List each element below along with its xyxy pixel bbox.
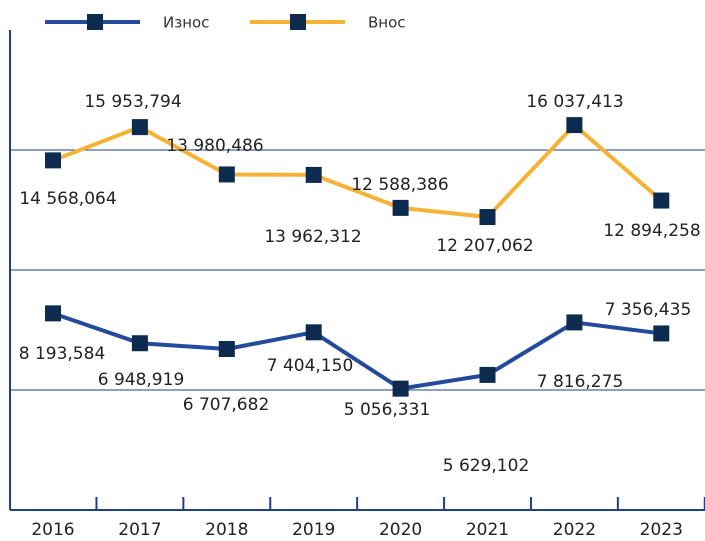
legend-label: Износ bbox=[163, 14, 209, 32]
marker bbox=[653, 325, 670, 342]
marker bbox=[479, 366, 496, 383]
marker bbox=[45, 152, 61, 169]
marker bbox=[653, 192, 670, 209]
series-line bbox=[52, 311, 662, 391]
x-tick-label: 2019 bbox=[292, 520, 335, 540]
marker bbox=[566, 117, 583, 134]
marker bbox=[131, 335, 148, 352]
marker bbox=[566, 314, 583, 331]
series-line bbox=[52, 122, 663, 220]
legend-marker bbox=[87, 14, 103, 30]
data-label: 6 707,682 bbox=[183, 395, 270, 415]
data-label: 8 193,584 bbox=[19, 344, 106, 364]
legend-marker bbox=[290, 14, 306, 30]
x-tick-label: 2016 bbox=[31, 520, 74, 540]
x-tick-label: 2020 bbox=[379, 520, 422, 540]
marker bbox=[305, 166, 322, 183]
legend-label: Внос bbox=[368, 14, 406, 32]
x-tick-label: 2021 bbox=[466, 520, 509, 540]
data-label: 14 568,064 bbox=[19, 189, 116, 209]
data-label: 7 404,150 bbox=[267, 356, 354, 376]
data-label: 13 962,312 bbox=[264, 227, 361, 247]
marker bbox=[218, 166, 235, 183]
data-label: 15 953,794 bbox=[84, 92, 181, 112]
data-label: 6 948,919 bbox=[98, 370, 185, 390]
data-label: 5 629,102 bbox=[443, 456, 530, 476]
data-label: 7 816,275 bbox=[537, 372, 624, 392]
data-label: 12 588,386 bbox=[351, 175, 448, 195]
marker bbox=[218, 341, 235, 358]
data-label: 5 056,331 bbox=[344, 400, 431, 420]
marker bbox=[392, 199, 409, 216]
x-tick-label: 2018 bbox=[205, 520, 248, 540]
data-label: 13 980,486 bbox=[166, 136, 263, 156]
data-label: 12 207,062 bbox=[436, 236, 533, 256]
marker bbox=[131, 119, 148, 136]
data-label: 7 356,435 bbox=[605, 300, 692, 320]
marker bbox=[305, 324, 322, 341]
data-label: 12 894,258 bbox=[603, 221, 700, 241]
marker bbox=[479, 209, 496, 226]
marker bbox=[45, 305, 61, 322]
x-tick-label: 2023 bbox=[640, 520, 683, 540]
data-label: 16 037,413 bbox=[526, 92, 623, 112]
x-tick-label: 2022 bbox=[553, 520, 596, 540]
marker bbox=[392, 380, 409, 397]
x-tick-label: 2017 bbox=[118, 520, 161, 540]
